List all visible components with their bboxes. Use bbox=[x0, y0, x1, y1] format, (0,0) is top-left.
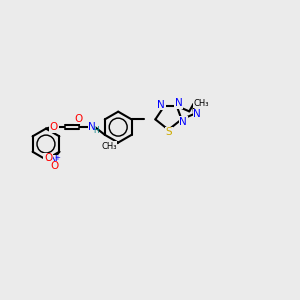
Text: +: + bbox=[55, 155, 61, 161]
Text: N: N bbox=[179, 117, 187, 127]
Text: N: N bbox=[193, 109, 201, 119]
Text: H: H bbox=[93, 127, 99, 136]
Text: N: N bbox=[158, 100, 165, 110]
Text: O: O bbox=[75, 114, 83, 124]
Text: O: O bbox=[44, 153, 52, 163]
Text: N: N bbox=[88, 122, 96, 132]
Text: N: N bbox=[50, 155, 58, 165]
Text: N: N bbox=[175, 98, 182, 108]
Text: S: S bbox=[166, 127, 172, 137]
Text: ⁻: ⁻ bbox=[46, 159, 50, 168]
Text: CH₃: CH₃ bbox=[194, 98, 209, 107]
Text: CH₃: CH₃ bbox=[101, 142, 117, 151]
Text: O: O bbox=[50, 122, 58, 132]
Text: O: O bbox=[50, 161, 58, 171]
